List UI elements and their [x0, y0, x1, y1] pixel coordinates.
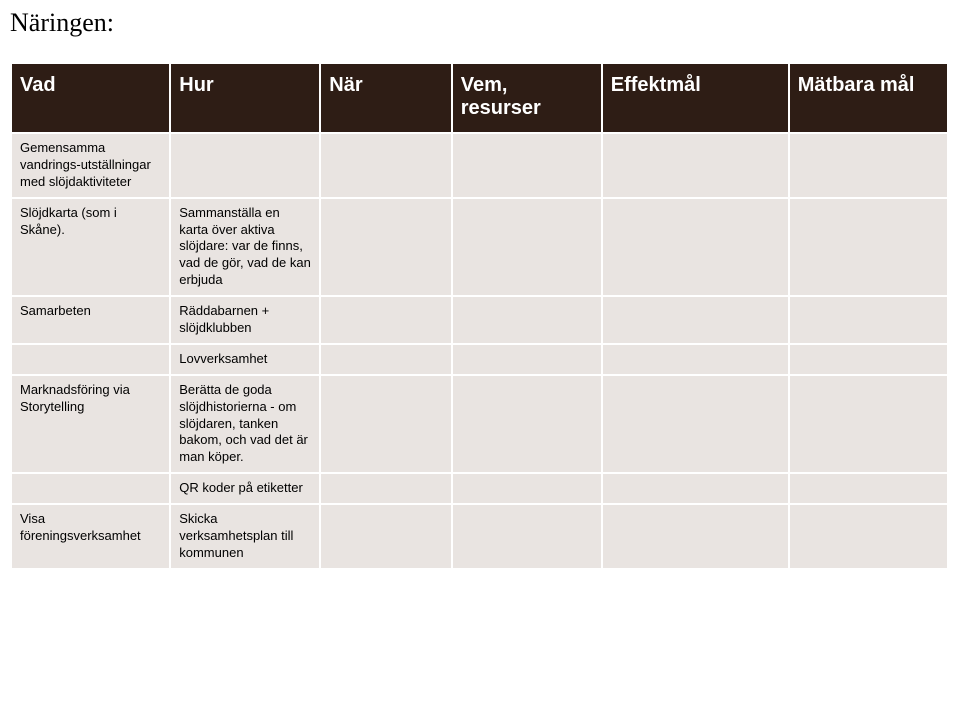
cell-nar — [321, 297, 451, 343]
cell-vem — [453, 297, 601, 343]
cell-eff — [603, 134, 788, 197]
cell-nar — [321, 376, 451, 472]
cell-vem — [453, 199, 601, 295]
cell-eff — [603, 345, 788, 374]
table-row: Gemensamma vandrings-utställningar med s… — [12, 134, 947, 197]
col-header-nar: När — [321, 64, 451, 132]
cell-eff — [603, 505, 788, 568]
cell-vad — [12, 474, 169, 503]
cell-vad — [12, 345, 169, 374]
cell-vem — [453, 345, 601, 374]
cell-hur: QR koder på etiketter — [171, 474, 319, 503]
cell-vem — [453, 134, 601, 197]
cell-mat — [790, 345, 947, 374]
cell-mat — [790, 474, 947, 503]
cell-nar — [321, 505, 451, 568]
table-header-row: Vad Hur När Vem, resurser Effektmål Mätb… — [12, 64, 947, 132]
cell-mat — [790, 199, 947, 295]
table-row: Samarbeten Räddabarnen + slöjdklubben — [12, 297, 947, 343]
table-row: Marknadsföring via Storytelling Berätta … — [12, 376, 947, 472]
col-header-vad: Vad — [12, 64, 169, 132]
col-header-hur: Hur — [171, 64, 319, 132]
cell-vem — [453, 474, 601, 503]
cell-hur: Berätta de goda slöjdhistorierna - om sl… — [171, 376, 319, 472]
cell-nar — [321, 345, 451, 374]
table-row: Lovverksamhet — [12, 345, 947, 374]
cell-vad: Gemensamma vandrings-utställningar med s… — [12, 134, 169, 197]
cell-eff — [603, 199, 788, 295]
table-row: Slöjdkarta (som i Skåne). Sammanställa e… — [12, 199, 947, 295]
cell-vad: Visa föreningsverksamhet — [12, 505, 169, 568]
cell-vem — [453, 505, 601, 568]
table-body: Gemensamma vandrings-utställningar med s… — [12, 134, 947, 568]
cell-mat — [790, 134, 947, 197]
col-header-vem: Vem, resurser — [453, 64, 601, 132]
cell-eff — [603, 474, 788, 503]
cell-vem — [453, 376, 601, 472]
cell-nar — [321, 199, 451, 295]
table-row: QR koder på etiketter — [12, 474, 947, 503]
cell-eff — [603, 376, 788, 472]
cell-mat — [790, 505, 947, 568]
cell-nar — [321, 474, 451, 503]
cell-hur: Skicka verksamhetsplan till kommunen — [171, 505, 319, 568]
plan-table: Vad Hur När Vem, resurser Effektmål Mätb… — [10, 62, 949, 570]
cell-hur — [171, 134, 319, 197]
cell-mat — [790, 297, 947, 343]
cell-vad: Marknadsföring via Storytelling — [12, 376, 169, 472]
cell-hur: Räddabarnen + slöjdklubben — [171, 297, 319, 343]
cell-vad: Samarbeten — [12, 297, 169, 343]
cell-vad: Slöjdkarta (som i Skåne). — [12, 199, 169, 295]
cell-eff — [603, 297, 788, 343]
cell-hur: Sammanställa en karta över aktiva slöjda… — [171, 199, 319, 295]
cell-mat — [790, 376, 947, 472]
cell-hur: Lovverksamhet — [171, 345, 319, 374]
cell-nar — [321, 134, 451, 197]
table-row: Visa föreningsverksamhet Skicka verksamh… — [12, 505, 947, 568]
page-title: Näringen: — [10, 8, 949, 38]
col-header-eff: Effektmål — [603, 64, 788, 132]
col-header-mat: Mätbara mål — [790, 64, 947, 132]
